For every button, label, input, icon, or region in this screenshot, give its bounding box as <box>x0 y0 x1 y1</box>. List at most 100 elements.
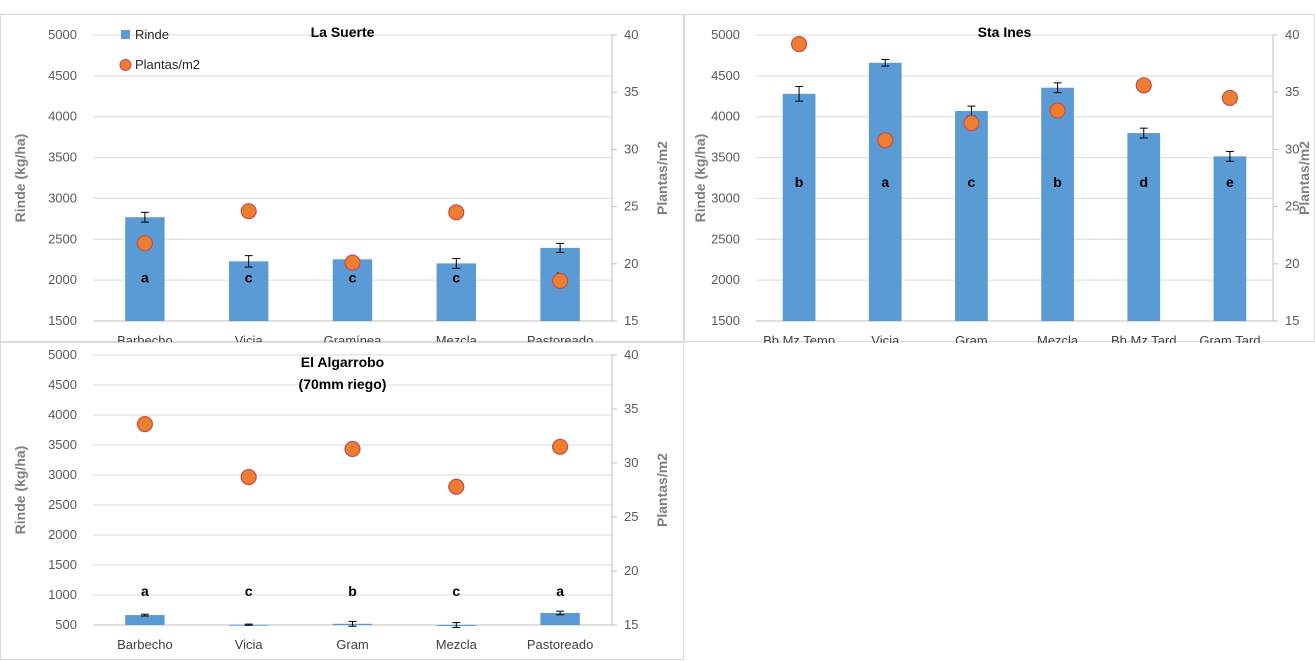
x-tick-label: Barbecho <box>117 637 173 652</box>
y-tick-label: 4500 <box>48 377 77 392</box>
significance-letter: c <box>349 270 357 286</box>
marker-plantas <box>344 254 361 271</box>
y2-tick-label: 25 <box>1285 199 1299 214</box>
y2-axis-title: Plantas/m2 <box>654 141 670 215</box>
marker-plantas <box>551 272 569 290</box>
significance-letter: b <box>795 174 804 190</box>
y-tick-label: 3500 <box>711 150 740 165</box>
legend-swatch-rinde <box>121 30 130 39</box>
y2-tick-label: 25 <box>624 509 638 524</box>
y2-tick-label: 35 <box>1285 84 1299 99</box>
significance-letter: c <box>452 583 460 599</box>
bar-rinde <box>125 217 165 321</box>
chart-subtitle: (70mm riego) <box>299 376 387 392</box>
y-tick-label: 3000 <box>48 190 77 205</box>
y-tick-label: 4000 <box>711 109 740 124</box>
y2-tick-label: 40 <box>624 27 638 42</box>
x-tick-label: Vicia <box>235 333 264 343</box>
y-tick-label: 5000 <box>48 347 77 362</box>
x-tick-label: Mezcla <box>436 333 478 343</box>
chart-title: Sta Ines <box>978 24 1032 40</box>
x-tick-label: Bb Mz Temp <box>763 333 835 343</box>
marker-plantas <box>240 468 257 486</box>
y2-tick-label: 15 <box>624 313 638 328</box>
y-tick-label: 2000 <box>711 272 740 287</box>
significance-letter: c <box>245 270 253 286</box>
y-tick-label: 2500 <box>48 497 77 512</box>
significance-letter: b <box>348 583 357 599</box>
significance-letter: e <box>1226 174 1234 190</box>
y-tick-label: 1500 <box>48 557 77 572</box>
marker-plantas <box>551 438 569 455</box>
chart-sta-ines: 1500 2000 2500 3000 3500 4000 4500 5000 15 20 25 30… <box>692 24 1312 343</box>
y-tick-label: 5000 <box>48 27 77 42</box>
y-axis-title: Rinde (kg/ha) <box>12 134 28 223</box>
x-tick-label: Pastoreado <box>527 637 594 652</box>
bar-rinde <box>782 93 816 321</box>
x-tick-label: Bb Mz Tard <box>1111 333 1177 343</box>
y2-tick-label: 35 <box>624 401 638 416</box>
legend-label-plantas: Plantas/m2 <box>135 57 200 72</box>
y-tick-label: 1500 <box>48 313 77 328</box>
legend-label-rinde: Rinde <box>135 27 169 42</box>
y-tick-label: 3500 <box>48 437 77 452</box>
marker-plantas <box>448 478 465 495</box>
marker-plantas <box>344 440 361 458</box>
y2-tick-label: 30 <box>624 455 638 470</box>
y-tick-label: 2500 <box>48 231 77 246</box>
bar-rinde <box>125 615 165 625</box>
y2-tick-label: 35 <box>624 84 638 99</box>
x-tick-label: Barbecho <box>117 333 173 343</box>
bar-rinde <box>868 62 902 321</box>
bar-rinde <box>1127 133 1161 321</box>
y-tick-label: 3000 <box>711 190 740 205</box>
y2-tick-label: 40 <box>1285 27 1299 42</box>
marker-plantas <box>790 36 808 53</box>
significance-letter: c <box>245 583 253 599</box>
y2-tick-label: 15 <box>624 617 638 632</box>
y2-tick-label: 20 <box>624 563 638 578</box>
bar-rinde <box>955 110 988 321</box>
x-tick-label: Gramínea <box>324 333 383 343</box>
marker-plantas <box>240 203 257 220</box>
legend-swatch-plantas <box>119 59 132 71</box>
x-tick-label: Mezcla <box>436 637 478 652</box>
significance-letter: a <box>556 583 564 599</box>
y2-tick-label: 30 <box>1285 141 1299 156</box>
significance-letter: a <box>141 270 149 286</box>
chart-panel-la-suerte: 1500 2000 2500 3000 3500 4000 4500 5000 15 20 25 30… <box>0 14 684 343</box>
chart-title: El Algarrobo <box>301 354 385 370</box>
marker-plantas <box>1221 89 1239 107</box>
y-axis-title: Rinde (kg/ha) <box>692 134 708 223</box>
y-tick-label: 4500 <box>711 68 740 83</box>
y-tick-label: 500 <box>55 617 77 632</box>
y2-tick-label: 25 <box>624 199 638 214</box>
y-tick-label: 2000 <box>48 527 77 542</box>
x-tick-label: Vicia <box>235 637 264 652</box>
significance-letter: a <box>881 174 889 190</box>
marker-plantas <box>136 416 153 433</box>
x-tick-label: Vicia <box>871 333 900 343</box>
significance-letter: b <box>1053 174 1062 190</box>
y2-tick-label: 20 <box>624 256 638 271</box>
bar-rinde <box>228 261 269 321</box>
y-axis-title: Rinde (kg/ha) <box>12 446 28 535</box>
chart-la-suerte: 1500 2000 2500 3000 3500 4000 4500 5000 15 20 25 30… <box>12 24 670 343</box>
marker-plantas <box>877 132 894 149</box>
y-tick-label: 1000 <box>48 587 77 602</box>
marker-plantas <box>1135 77 1152 94</box>
significance-letter: c <box>452 270 460 286</box>
bar-rinde <box>540 613 580 625</box>
marker-plantas <box>963 114 980 132</box>
x-tick-label: Gram <box>336 637 369 652</box>
y-tick-label: 3500 <box>48 150 77 165</box>
y2-tick-label: 40 <box>624 347 638 362</box>
x-tick-label: Gram <box>955 333 988 343</box>
bar-rinde <box>436 263 477 321</box>
chart-el-algarrobo: 500 1000 1500 2000 2500 3000 3500 4000 4500 5000 1… <box>12 347 670 652</box>
y-tick-label: 3000 <box>48 467 77 482</box>
chart-panel-el-algarrobo: 500 1000 1500 2000 2500 3000 3500 4000 4500 5000 1… <box>0 342 684 660</box>
significance-letter: a <box>141 583 149 599</box>
chart-panel-sta-ines: 1500 2000 2500 3000 3500 4000 4500 5000 15 20 25 30… <box>684 14 1315 343</box>
marker-plantas <box>1049 102 1066 119</box>
